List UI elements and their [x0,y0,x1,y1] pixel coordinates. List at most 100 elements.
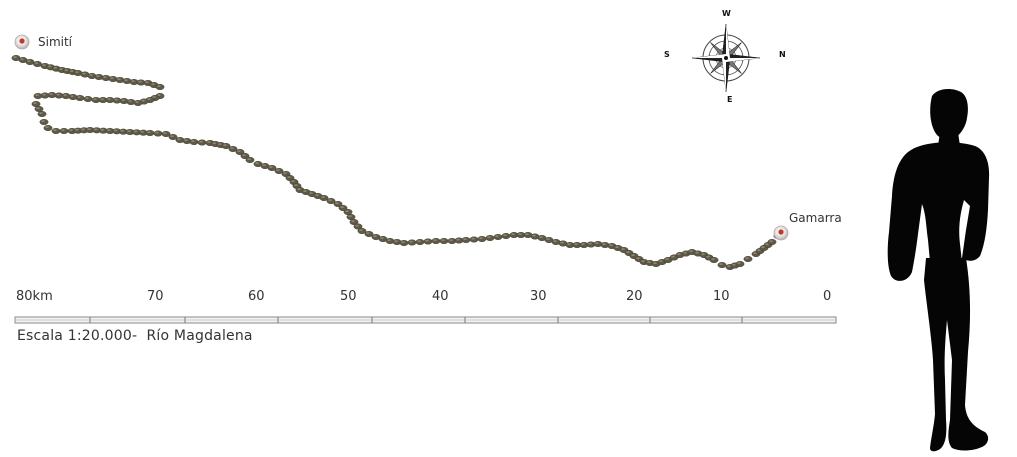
route-dot-highlight [63,94,67,96]
route-dot-highlight [719,263,723,265]
route-dot [91,96,101,103]
route-dot-highlight [626,251,630,254]
route-dot [743,256,753,263]
route-dot-highlight [82,72,86,75]
route-dot-highlight [262,164,266,167]
scale-tick-label: 80km [16,289,53,304]
route-dot-highlight [89,74,93,76]
route-dot-highlight [433,239,437,242]
route-dot-highlight [294,184,298,187]
route-dot-highlight [77,96,81,98]
route-dot-highlight [35,94,39,96]
route-dot [423,238,433,245]
route-dot-highlight [366,232,370,235]
route-dot-highlight [753,252,757,255]
route-dot-highlight [217,143,222,146]
route-dot-highlight [425,239,429,242]
route-dot-highlight [170,135,174,138]
route-dot-highlight [737,262,741,264]
route-dot-highlight [348,215,352,218]
route-dot-highlight [155,131,159,134]
route-dot [346,213,356,220]
route-dot-highlight [147,98,151,100]
route-dot-highlight [380,237,384,240]
route-dot-highlight [47,65,52,68]
route-dot-highlight [574,243,578,246]
route-dot-highlight [276,169,280,172]
route-dot-highlight [689,250,693,253]
route-dot-highlight [695,251,699,254]
route-dot [399,239,409,246]
route-dot-highlight [163,132,167,135]
route-dot-highlight [100,128,105,131]
route-dot-highlight [113,129,118,132]
route-dot-highlight [34,62,39,64]
route-dot-highlight [321,196,325,199]
route-dot-highlight [93,128,98,131]
route-dot [767,238,777,245]
route-dot [431,237,441,244]
gamarra-marker-icon [773,225,789,241]
route-dot-highlight [100,98,104,100]
route-dot-highlight [631,254,635,256]
compass-rose-icon [691,23,761,93]
route-dot-highlight [56,93,60,96]
route-dot-highlight [387,239,391,242]
route-dot-highlight [532,234,536,237]
route-dot [37,110,47,117]
route-dot-highlight [328,199,332,202]
route-dot-highlight [152,96,156,98]
route-dot-highlight [401,241,405,244]
route-dot [197,139,207,146]
route-dot-highlight [53,129,57,132]
route-dot-highlight [463,238,467,241]
route-dot [153,130,163,137]
route-dot-highlight [677,253,681,256]
route-dot [735,261,745,268]
route-dot-highlight [33,102,37,104]
route-dot-highlight [745,257,749,259]
route-dot-highlight [588,242,592,245]
route-dot [145,129,155,136]
route-dot-highlight [503,234,507,237]
route-dot-highlight [140,130,145,133]
route-dot [33,61,42,68]
route-dot-highlight [706,255,710,258]
route-dot-highlight [223,144,227,147]
route-dot-highlight [595,242,599,245]
route-dot-highlight [107,98,111,100]
route-dot-highlight [133,130,138,133]
route-dot-highlight [340,206,344,209]
scale-caption: Escala 1:20.000- Río Magdalena [17,328,253,344]
route-dot-highlight [177,138,181,141]
route-dot-highlight [120,129,125,132]
route-dot-highlight [335,202,339,205]
route-dot-highlight [373,235,377,238]
route-dot-highlight [128,100,132,102]
route-dot [461,236,471,243]
route-dot-highlight [456,238,460,241]
route-dot-highlight [151,83,155,85]
scale-tick-label: 50 [340,289,357,304]
route-dot-highlight [665,258,669,260]
route-dot-highlight [495,235,499,238]
scale-tick-label: 70 [147,289,164,304]
route-dot [245,156,255,163]
route-dot-highlight [141,99,145,102]
route-dot-highlight [110,77,114,79]
route-dot-highlight [303,190,307,193]
route-dot-highlight [351,220,355,223]
route-dot-highlight [93,98,97,100]
start-place-label: Simití [38,35,73,49]
route-dot-highlight [560,241,564,244]
route-dot [59,127,69,134]
route-dot-highlight [487,236,491,239]
scale-tick-label: 0 [823,289,832,304]
route-dot-highlight [39,112,43,114]
route-dot-highlight [45,126,49,128]
route-dot [709,257,719,264]
route-dot-highlight [546,238,550,241]
route-dot [469,236,479,243]
route-dot-highlight [36,107,40,109]
